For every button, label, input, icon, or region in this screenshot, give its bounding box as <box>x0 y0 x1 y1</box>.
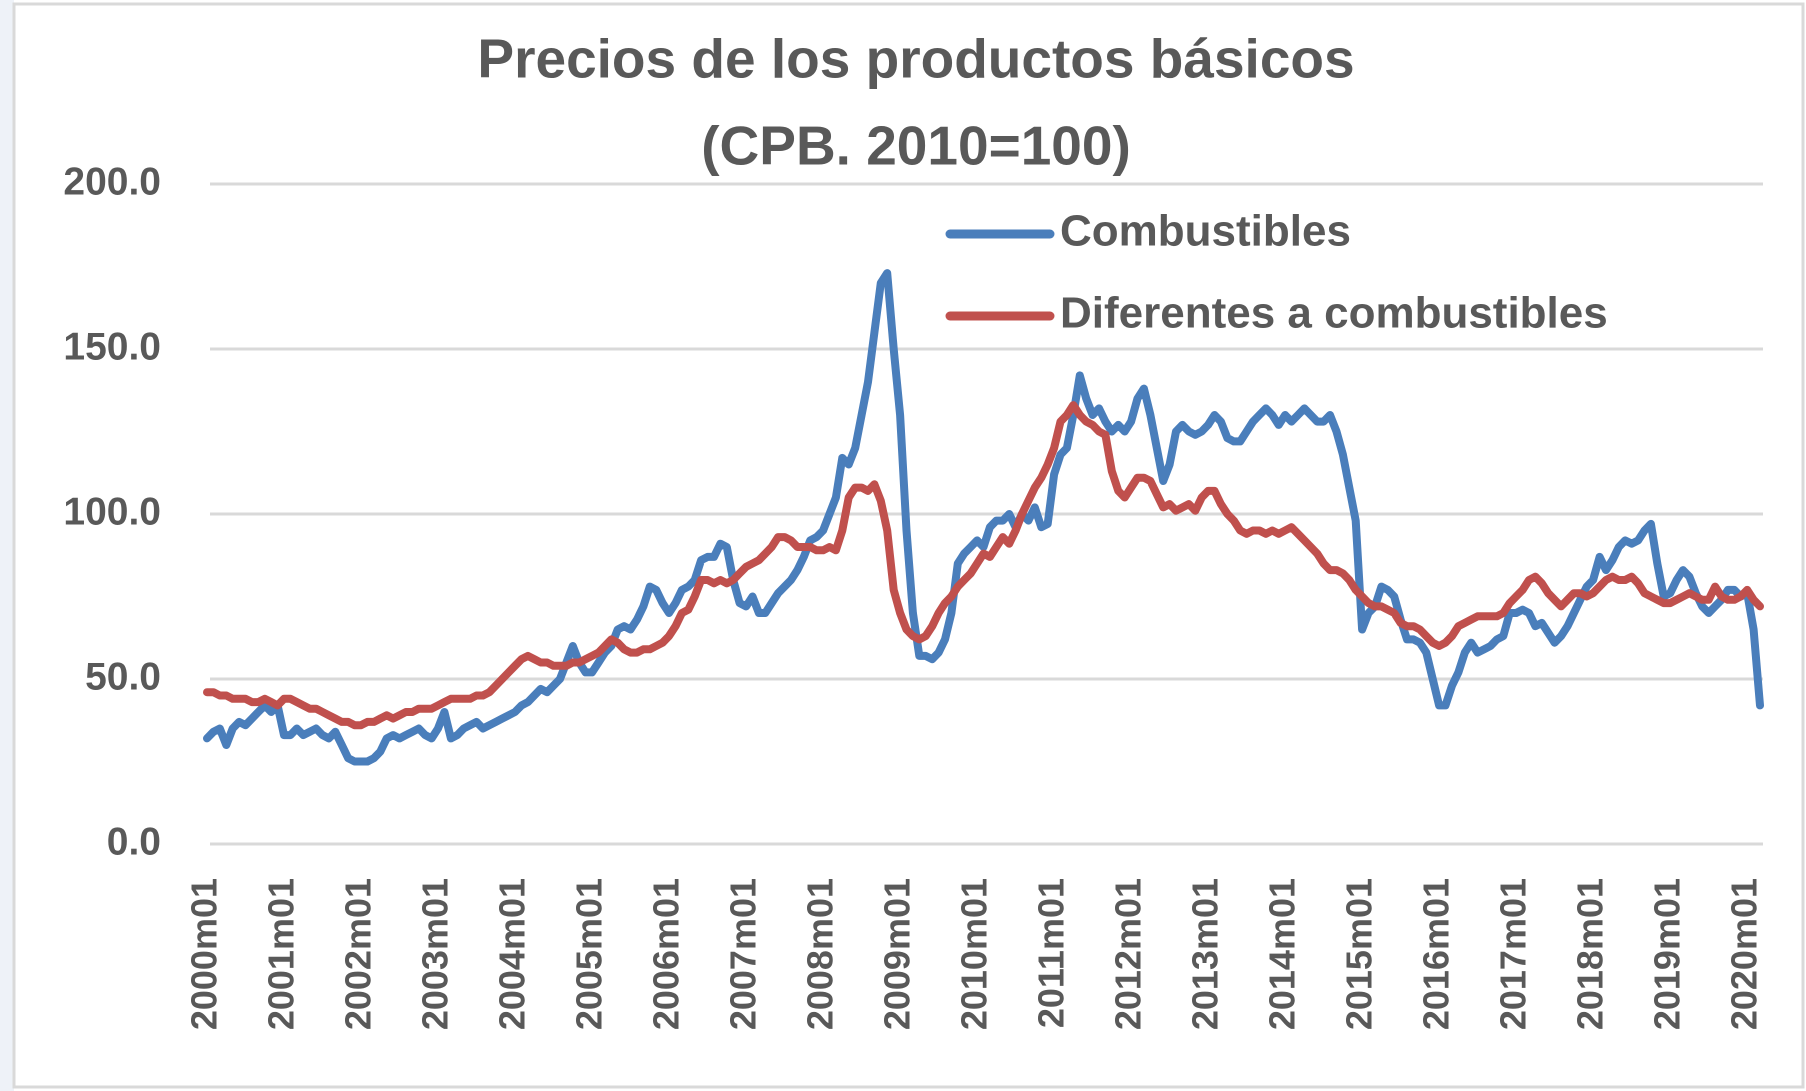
x-tick-label: 2000m01 <box>184 878 225 1030</box>
x-tick-label: 2015m01 <box>1339 878 1380 1030</box>
x-tick-label: 2008m01 <box>800 878 841 1030</box>
y-tick-label: 200.0 <box>63 160 161 203</box>
chart-subtitle: (CPB. 2010=100) <box>701 115 1131 177</box>
x-tick-label: 2018m01 <box>1570 878 1611 1030</box>
x-tick-label: 2016m01 <box>1416 878 1457 1030</box>
x-tick-label: 2019m01 <box>1647 878 1688 1030</box>
legend-label: Combustibles <box>1060 207 1351 256</box>
x-tick-label: 2009m01 <box>877 878 918 1030</box>
y-tick-label: 100.0 <box>63 490 161 533</box>
frame <box>12 2 1805 1089</box>
y-tick-label: 0.0 <box>107 820 161 863</box>
y-tick-label: 50.0 <box>85 655 161 698</box>
x-tick-label: 2013m01 <box>1185 878 1226 1030</box>
x-tick-label: 2014m01 <box>1262 878 1303 1030</box>
x-tick-label: 2012m01 <box>1108 878 1149 1030</box>
chart-title: Precios de los productos básicos <box>477 28 1354 90</box>
series-line <box>203 401 1764 730</box>
x-tick-label: 2011m01 <box>1031 878 1072 1028</box>
x-tick-label: 2017m01 <box>1493 878 1534 1030</box>
x-tick-label: 2005m01 <box>569 878 610 1030</box>
legend-label: Diferentes a combustibles <box>1060 289 1608 338</box>
x-tick-label: 2007m01 <box>723 878 764 1030</box>
series-line <box>203 269 1764 766</box>
x-tick-label: 2006m01 <box>646 878 687 1030</box>
x-tick-label: 2020m01 <box>1724 878 1765 1030</box>
x-tick-label: 2010m01 <box>954 878 995 1030</box>
y-tick-label: 150.0 <box>63 325 161 368</box>
x-tick-label: 2004m01 <box>492 878 533 1030</box>
left-strip <box>0 0 14 1091</box>
x-tick-label: 2002m01 <box>338 878 379 1030</box>
x-tick-label: 2003m01 <box>415 878 456 1030</box>
x-tick-label: 2001m01 <box>261 878 302 1030</box>
